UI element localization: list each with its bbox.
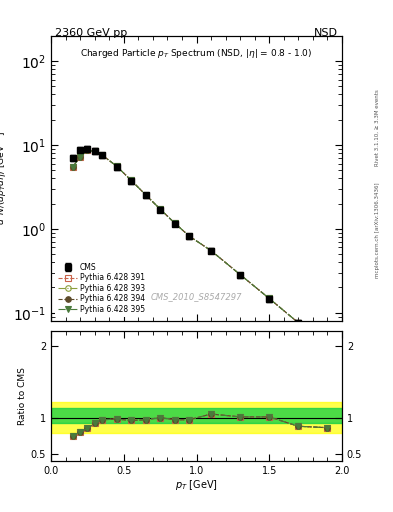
Pythia 6.428 394 (71, 164, 75, 170)
Text: CMS_2010_S8547297: CMS_2010_S8547297 (151, 292, 242, 301)
Pythia 6.428 395 (325, 343, 330, 349)
Bar (51, 408, 342, 422)
Pythia 6.428 391 (158, 206, 163, 212)
Pythia 6.428 394 (173, 220, 177, 226)
Pythia 6.428 395 (71, 164, 75, 170)
Pythia 6.428 394 (209, 248, 213, 254)
Pythia 6.428 393 (129, 177, 134, 183)
Pythia 6.428 391 (143, 191, 148, 198)
Pythia 6.428 391 (209, 248, 213, 254)
Pythia 6.428 394 (78, 154, 83, 160)
Line: Pythia 6.428 394: Pythia 6.428 394 (70, 147, 330, 349)
Text: Charged Particle $p_T$ Spectrum (NSD, $|\eta|$ = 0.8 - 1.0): Charged Particle $p_T$ Spectrum (NSD, $|… (80, 47, 313, 60)
Pythia 6.428 393 (143, 191, 148, 198)
Text: mcplots.cern.ch [arXiv:1306.3436]: mcplots.cern.ch [arXiv:1306.3436] (375, 183, 380, 278)
Pythia 6.428 393 (238, 271, 242, 278)
Pythia 6.428 391 (85, 147, 90, 154)
Pythia 6.428 394 (325, 343, 330, 349)
Pythia 6.428 395 (100, 152, 105, 158)
Text: 2360 GeV pp: 2360 GeV pp (55, 28, 127, 38)
Pythia 6.428 391 (71, 164, 75, 170)
Pythia 6.428 394 (267, 295, 272, 302)
Pythia 6.428 395 (238, 271, 242, 278)
Pythia 6.428 393 (78, 154, 83, 160)
Pythia 6.428 394 (85, 147, 90, 154)
Y-axis label: Ratio to CMS: Ratio to CMS (18, 367, 27, 425)
Pythia 6.428 393 (187, 233, 192, 239)
Pythia 6.428 395 (78, 154, 83, 160)
Bar (51, 402, 342, 434)
Pythia 6.428 391 (238, 271, 242, 278)
Pythia 6.428 394 (143, 191, 148, 198)
Pythia 6.428 391 (114, 163, 119, 169)
Pythia 6.428 393 (92, 148, 97, 155)
X-axis label: $p_T$ [GeV]: $p_T$ [GeV] (175, 478, 218, 493)
Pythia 6.428 395 (296, 319, 301, 326)
Pythia 6.428 391 (92, 148, 97, 155)
Pythia 6.428 391 (129, 177, 134, 183)
Pythia 6.428 391 (325, 343, 330, 349)
Pythia 6.428 393 (85, 147, 90, 154)
Pythia 6.428 391 (296, 319, 301, 326)
Line: Pythia 6.428 393: Pythia 6.428 393 (70, 147, 330, 349)
Pythia 6.428 393 (267, 295, 272, 302)
Pythia 6.428 393 (173, 220, 177, 226)
Pythia 6.428 393 (114, 163, 119, 169)
Pythia 6.428 395 (92, 148, 97, 155)
Pythia 6.428 395 (173, 220, 177, 226)
Pythia 6.428 394 (296, 319, 301, 326)
Pythia 6.428 393 (100, 152, 105, 158)
Pythia 6.428 394 (238, 271, 242, 278)
Pythia 6.428 395 (143, 191, 148, 198)
Pythia 6.428 394 (187, 233, 192, 239)
Pythia 6.428 391 (100, 152, 105, 158)
Pythia 6.428 394 (92, 148, 97, 155)
Pythia 6.428 391 (173, 220, 177, 226)
Pythia 6.428 395 (267, 295, 272, 302)
Pythia 6.428 395 (85, 147, 90, 154)
Text: NSD: NSD (314, 28, 338, 38)
Pythia 6.428 394 (100, 152, 105, 158)
Y-axis label: $d^2N/(dp_T d\eta)$ [GeV$^{-1}$]: $d^2N/(dp_T d\eta)$ [GeV$^{-1}$] (0, 132, 9, 225)
Pythia 6.428 395 (158, 206, 163, 212)
Pythia 6.428 395 (114, 163, 119, 169)
Pythia 6.428 393 (209, 248, 213, 254)
Pythia 6.428 393 (296, 319, 301, 326)
Pythia 6.428 395 (129, 177, 134, 183)
Pythia 6.428 393 (71, 164, 75, 170)
Pythia 6.428 393 (158, 206, 163, 212)
Pythia 6.428 394 (158, 206, 163, 212)
Pythia 6.428 395 (209, 248, 213, 254)
Pythia 6.428 395 (187, 233, 192, 239)
Pythia 6.428 394 (129, 177, 134, 183)
Line: Pythia 6.428 391: Pythia 6.428 391 (70, 147, 330, 349)
Pythia 6.428 393 (325, 343, 330, 349)
Legend: CMS, Pythia 6.428 391, Pythia 6.428 393, Pythia 6.428 394, Pythia 6.428 395: CMS, Pythia 6.428 391, Pythia 6.428 393,… (55, 260, 148, 317)
Pythia 6.428 394 (114, 163, 119, 169)
Pythia 6.428 391 (78, 154, 83, 160)
Pythia 6.428 391 (187, 233, 192, 239)
Line: Pythia 6.428 395: Pythia 6.428 395 (70, 147, 330, 349)
Text: Rivet 3.1.10, ≥ 3.3M events: Rivet 3.1.10, ≥ 3.3M events (375, 90, 380, 166)
Pythia 6.428 391 (267, 295, 272, 302)
